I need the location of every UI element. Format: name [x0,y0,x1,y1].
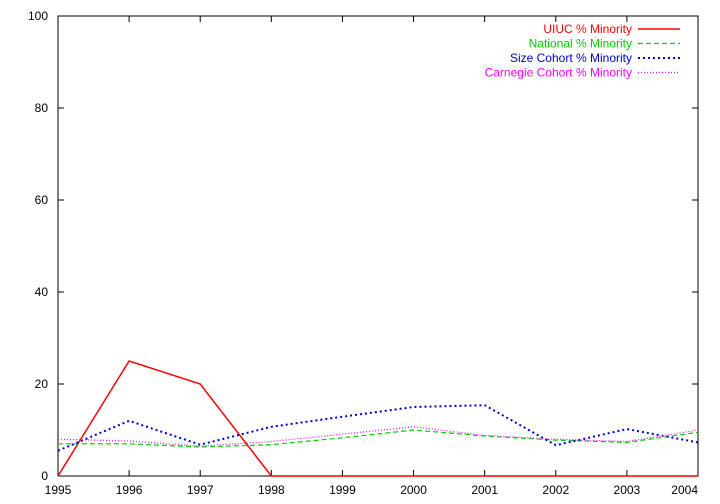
x-tick-label: 2002 [542,483,569,497]
series-line-1 [57,360,698,477]
x-tick-label: 2003 [614,483,641,497]
y-tick-label: 80 [35,101,49,115]
y-tick-label: 100 [28,9,48,23]
x-tick-label: 1999 [329,483,356,497]
y-tick-label: 60 [35,193,49,207]
legend-label-4: Carnegie Cohort % Minority [485,66,632,80]
series-line-2 [58,429,699,448]
x-tick-label: 2001 [471,483,498,497]
x-tick-label: 1998 [258,483,285,497]
y-tick-label: 20 [35,377,49,391]
x-tick-label: 1997 [187,483,214,497]
x-tick-label: 1996 [116,483,143,497]
plot-border [57,15,699,477]
x-tick-label: 1995 [45,483,72,497]
x-tick-label: 2004 [671,483,698,497]
y-tick-label: 40 [35,285,49,299]
legend-label-1: UIUC % Minority [543,22,632,36]
y-tick-label: 0 [41,469,48,483]
series-line-4 [57,426,699,447]
series-line-3 [57,404,699,452]
x-tick-label: 2000 [400,483,427,497]
legend-label-3: Size Cohort % Minority [510,51,632,65]
legend-label-2: National % Minority [529,37,632,51]
